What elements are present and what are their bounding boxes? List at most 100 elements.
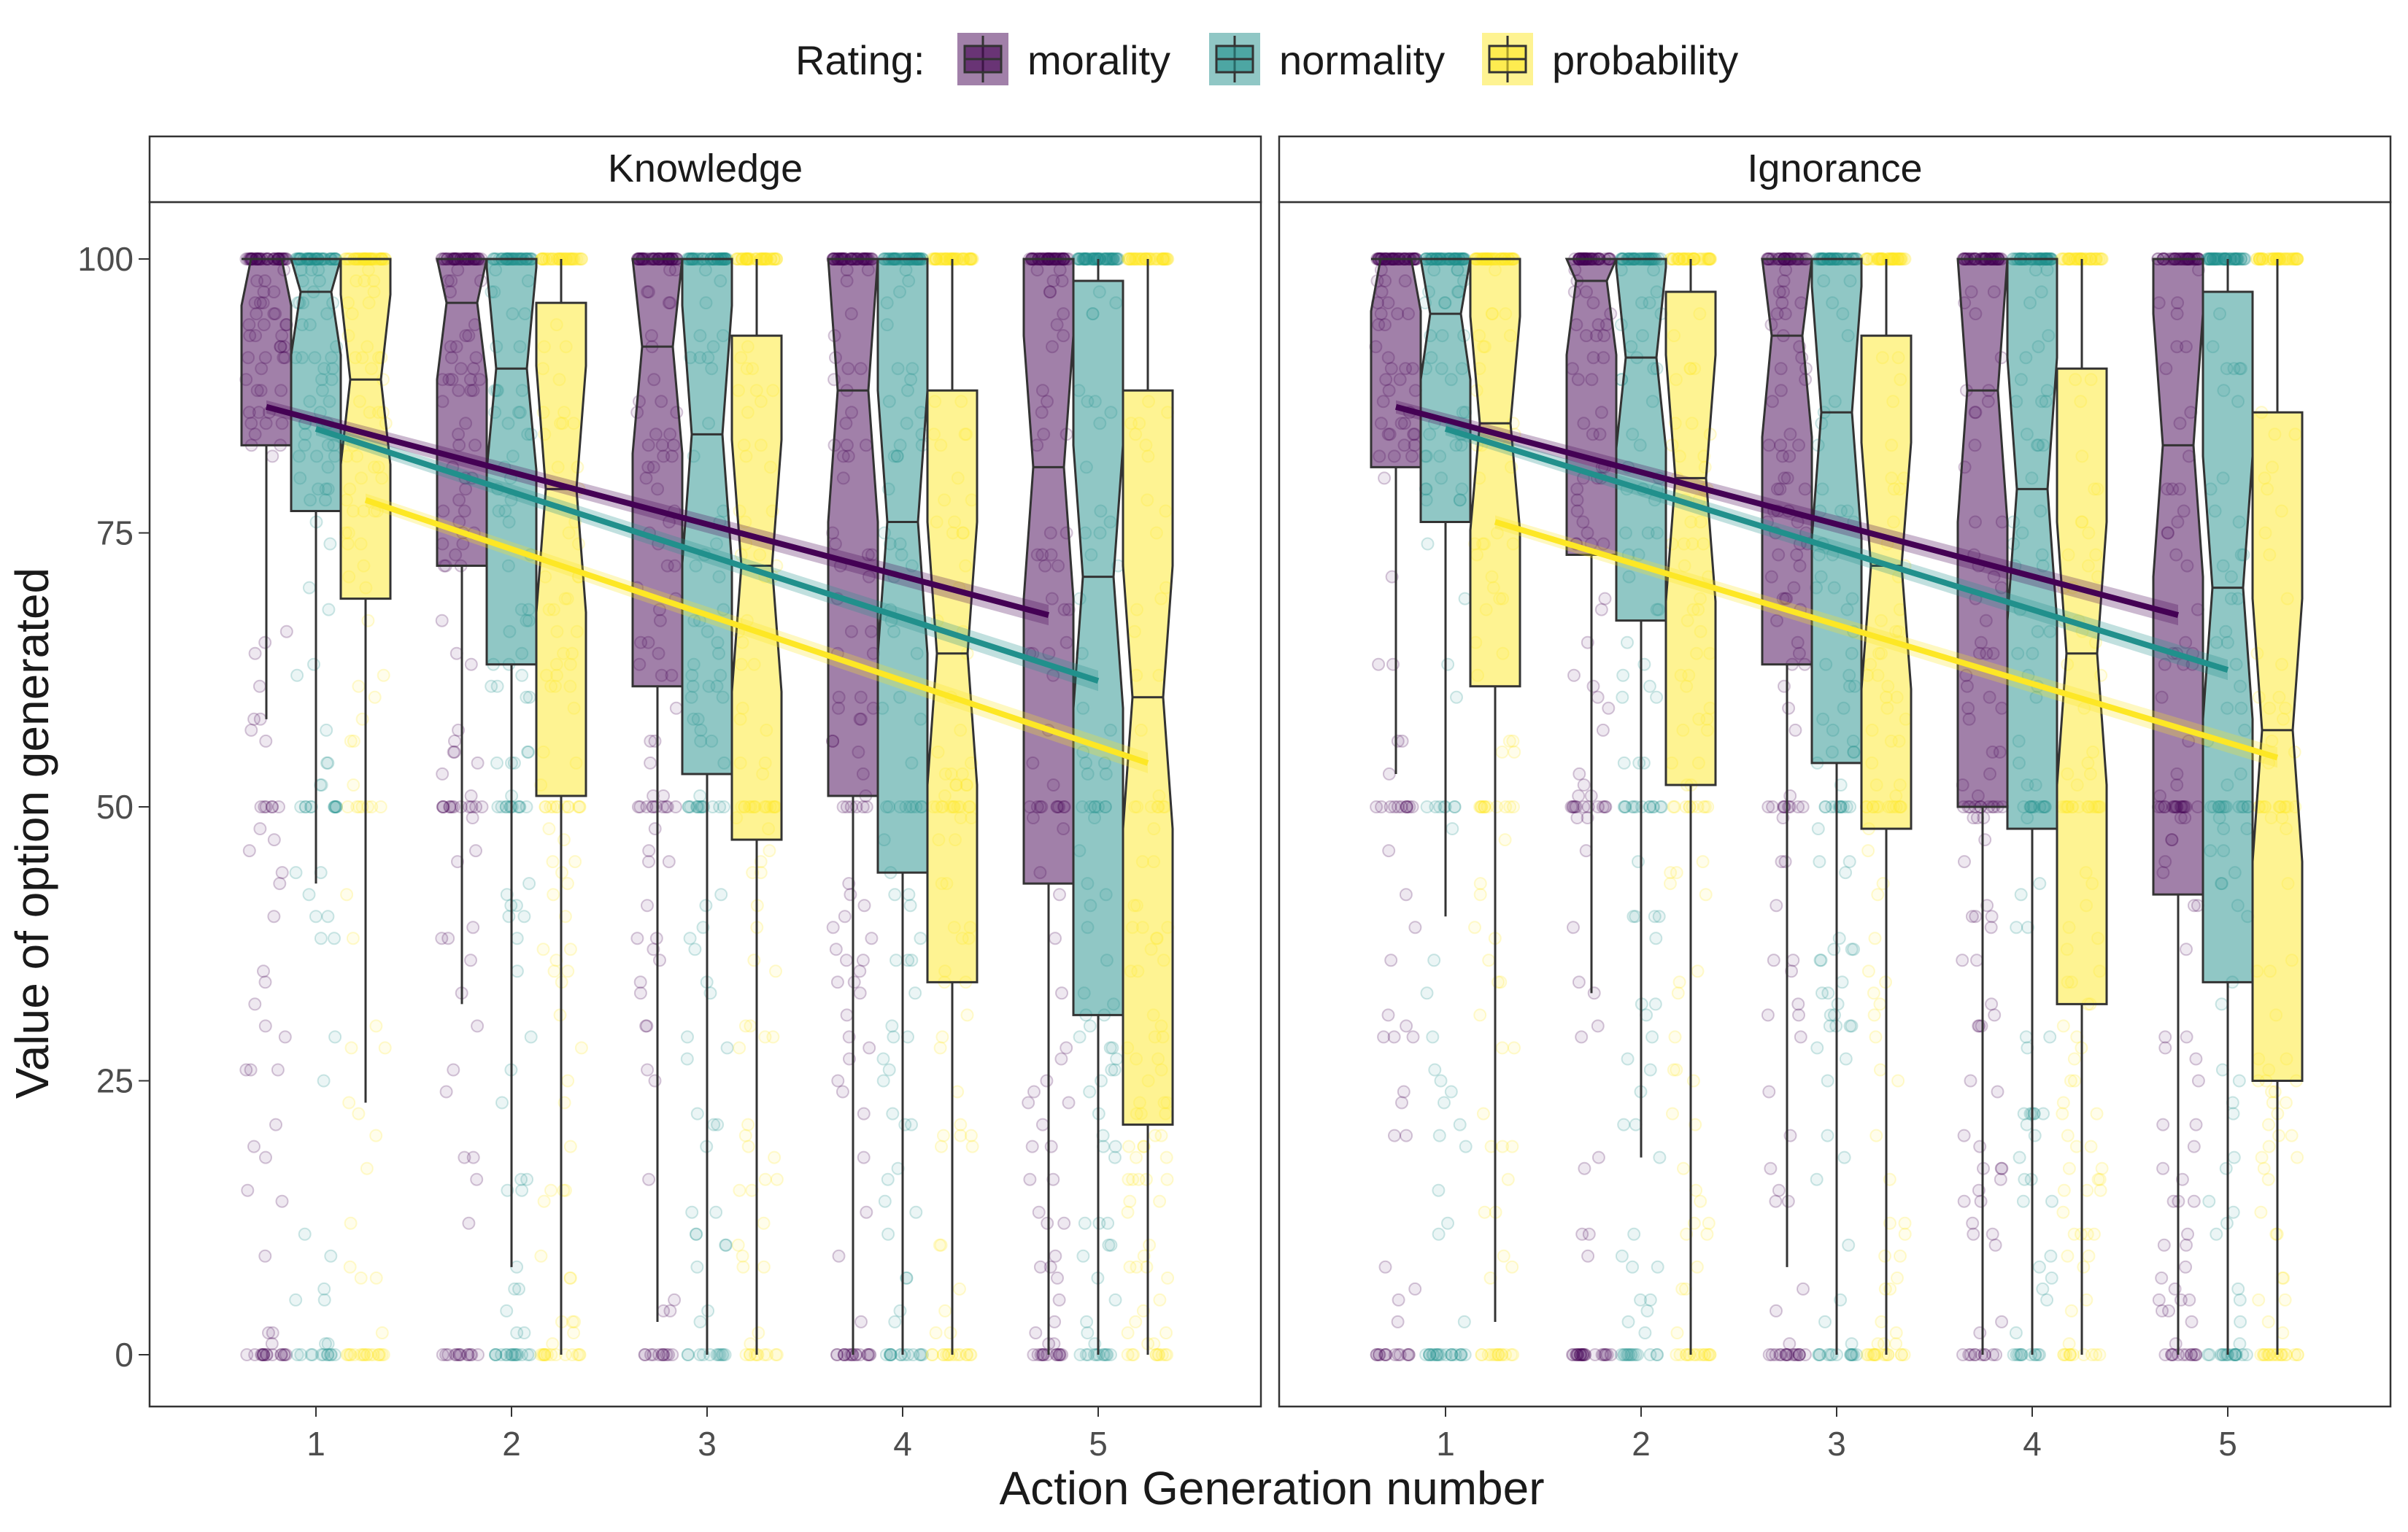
- data-point: [2061, 1129, 2075, 1142]
- data-point: [1599, 800, 1613, 813]
- data-point: [2262, 1118, 2275, 1131]
- data-point: [1898, 1227, 1912, 1241]
- data-point: [258, 635, 272, 649]
- data-point: [1495, 1041, 1509, 1055]
- data-point: [1765, 1348, 1779, 1361]
- data-point: [1448, 800, 1462, 813]
- data-point: [561, 1074, 575, 1088]
- data-point: [1446, 822, 1459, 835]
- data-point: [954, 1129, 968, 1142]
- data-point: [1439, 1348, 1453, 1361]
- data-point: [2187, 1140, 2201, 1153]
- data-point: [1898, 252, 1912, 266]
- data-point: [752, 1326, 765, 1339]
- data-point: [2261, 1172, 2275, 1186]
- data-point: [763, 844, 776, 858]
- legend-key-morality: [957, 33, 1008, 85]
- data-point: [471, 1019, 485, 1033]
- data-point: [1778, 855, 1792, 869]
- data-point: [2234, 1315, 2247, 1328]
- data-point: [1811, 822, 1825, 835]
- data-point: [719, 1238, 733, 1252]
- data-point: [1861, 964, 1875, 978]
- data-point: [1157, 252, 1171, 266]
- panel-knowledge: Knowledge 1 2 3 4 5: [148, 135, 1262, 1463]
- data-point: [2158, 1041, 2172, 1055]
- data-point: [1700, 1227, 1714, 1241]
- data-point: [563, 1271, 577, 1285]
- data-point: [534, 1249, 548, 1263]
- data-point: [340, 888, 354, 902]
- data-point: [1043, 1260, 1057, 1274]
- data-point: [1149, 1129, 1162, 1142]
- data-point: [630, 932, 644, 945]
- data-point: [887, 1030, 900, 1044]
- data-point: [247, 712, 261, 726]
- data-point: [257, 1348, 271, 1361]
- data-point: [1381, 1008, 1395, 1022]
- box-body: [535, 301, 587, 797]
- data-point: [466, 1150, 480, 1164]
- data-point: [929, 1326, 943, 1339]
- data-point: [1111, 252, 1124, 266]
- data-point: [1400, 1019, 1413, 1033]
- data-point: [274, 1348, 288, 1361]
- data-point: [1957, 1129, 1971, 1142]
- data-point: [1788, 723, 1802, 737]
- data-point: [267, 833, 281, 847]
- data-point: [633, 986, 647, 1000]
- data-point: [1397, 1085, 1411, 1099]
- data-point: [500, 1304, 514, 1318]
- data-point: [663, 1304, 677, 1318]
- data-point: [522, 877, 536, 891]
- data-point: [657, 1348, 671, 1361]
- data-point: [1670, 1063, 1683, 1077]
- data-point: [471, 756, 485, 770]
- data-point: [662, 1348, 675, 1361]
- data-point: [258, 1019, 272, 1033]
- data-point: [1432, 1227, 1446, 1241]
- data-point: [1995, 1315, 2009, 1328]
- data-point: [458, 1150, 471, 1164]
- data-point: [240, 1348, 254, 1361]
- data-point: [1579, 844, 1593, 858]
- data-point: [544, 1183, 557, 1197]
- data-point: [502, 910, 516, 924]
- data-point: [1597, 1348, 1610, 1361]
- data-point: [463, 1348, 477, 1361]
- data-point: [831, 1074, 845, 1088]
- data-point: [258, 975, 272, 989]
- data-point: [1473, 800, 1486, 813]
- data-point: [522, 745, 536, 759]
- data-point: [447, 745, 460, 759]
- data-point: [321, 1337, 335, 1350]
- data-point: [436, 1348, 449, 1361]
- data-point: [1594, 603, 1608, 616]
- data-point: [2056, 1107, 2069, 1121]
- data-point: [512, 800, 526, 813]
- data-point: [2261, 1315, 2275, 1328]
- data-point: [449, 1348, 463, 1361]
- legend-label-morality: morality: [1027, 37, 1170, 83]
- data-point: [445, 800, 459, 813]
- data-point: [2156, 1304, 2169, 1318]
- data-point: [1994, 1172, 2007, 1186]
- box-body: [2152, 258, 2204, 896]
- box-body: [827, 258, 879, 797]
- data-point: [1842, 855, 1856, 869]
- data-point: [949, 1348, 962, 1361]
- data-point: [1871, 1337, 1885, 1350]
- data-point: [1887, 252, 1901, 266]
- data-point: [561, 252, 575, 266]
- data-point: [1108, 1063, 1122, 1077]
- data-point: [2062, 1337, 2076, 1350]
- data-point: [1839, 1052, 1853, 1066]
- data-point: [1792, 1348, 1806, 1361]
- data-point: [842, 877, 856, 891]
- data-point: [1110, 1052, 1124, 1066]
- data-point: [1994, 1161, 2008, 1175]
- data-point: [515, 1183, 529, 1197]
- data-point: [668, 800, 682, 813]
- data-point: [2084, 1140, 2098, 1153]
- data-point: [1847, 943, 1861, 956]
